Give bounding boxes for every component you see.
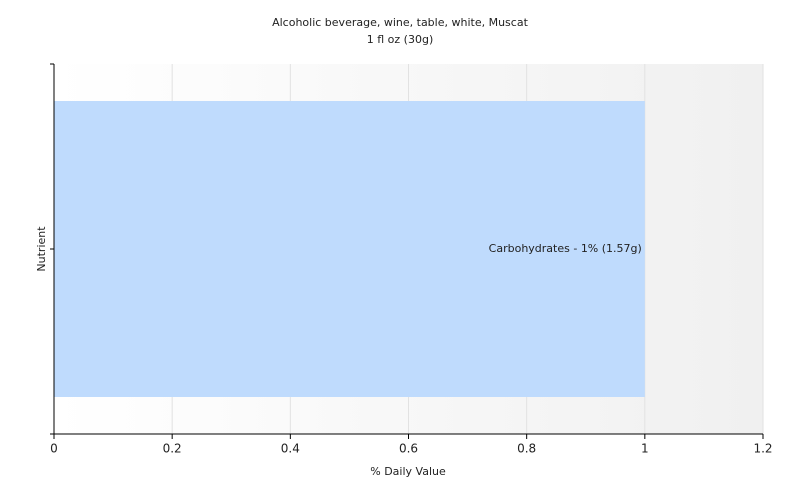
x-tick-label: 0.4 xyxy=(281,442,300,456)
x-tick-label: 0.8 xyxy=(517,442,536,456)
x-tick-label: 0.2 xyxy=(163,442,182,456)
value-label: Carbohydrates - 1% (1.57g) xyxy=(489,242,642,255)
chart-subtitle: 1 fl oz (30g) xyxy=(367,33,433,46)
bar xyxy=(54,101,645,397)
x-tick-label: 1 xyxy=(641,442,649,456)
y-axis-label: Nutrient xyxy=(35,226,48,272)
chart-title: Alcoholic beverage, wine, table, white, … xyxy=(272,16,528,29)
x-axis-label: % Daily Value xyxy=(370,465,446,478)
x-tick-label: 0 xyxy=(50,442,58,456)
x-tick-label: 0.6 xyxy=(399,442,418,456)
x-tick-label: 1.2 xyxy=(753,442,772,456)
